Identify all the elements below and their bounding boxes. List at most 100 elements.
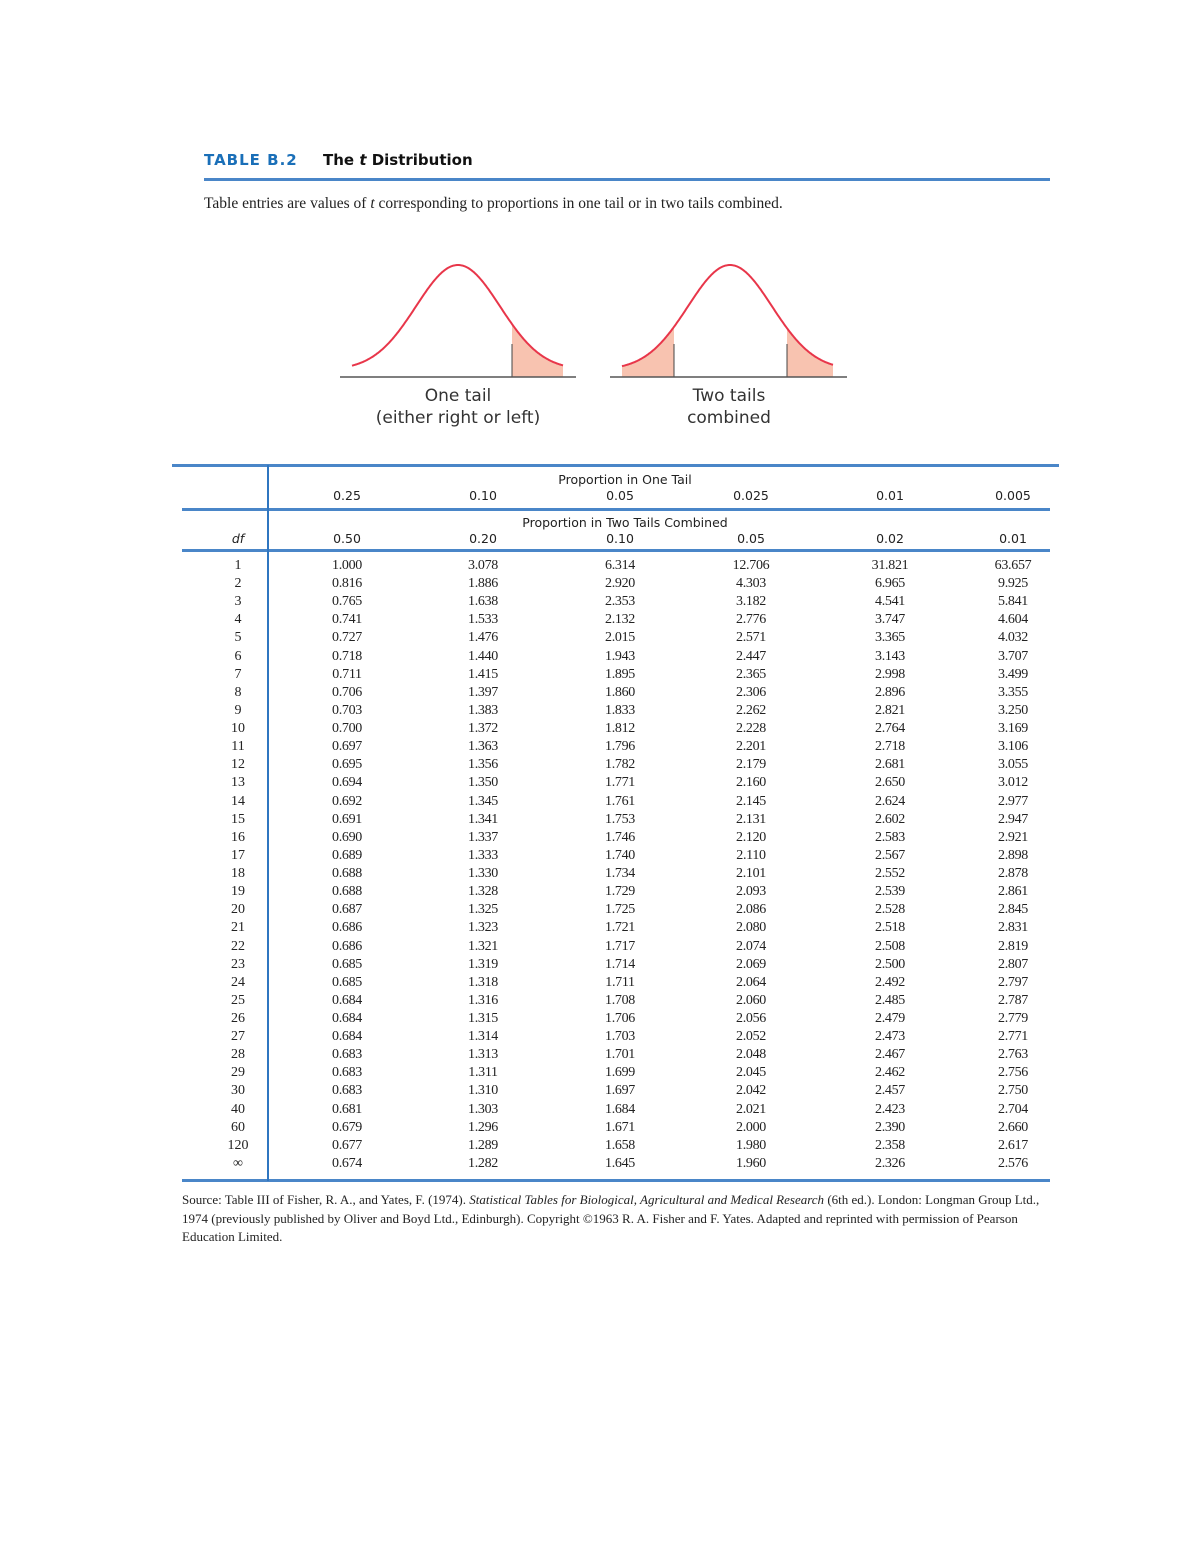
t-value-cell: 4.604 [997,612,1029,628]
two-tail-column-header: 0.02 [876,531,904,546]
t-value-cell: 1.711 [605,974,635,990]
t-value-cell: 1.323 [467,920,499,936]
source-suffix: (6th ed.). London: Longman Group Ltd., 1… [182,1192,1040,1244]
t-value-cell: 6.314 [604,558,636,573]
one-tail-column-header: 0.005 [995,488,1031,503]
t-value-cell: 1.714 [604,956,636,972]
df-cell: 28 [231,1047,245,1063]
t-value-cell: 1.397 [467,684,499,700]
df-cell: 8 [234,684,242,700]
t-value-cell: 2.485 [874,992,906,1008]
t-value-cell: 2.064 [735,974,767,990]
t-value-cell: 0.692 [331,793,363,809]
t-value-cell: 2.776 [735,612,767,628]
t-value-cell: 1.708 [604,992,636,1008]
t-value-cell: 1.725 [604,902,636,918]
t-value-cell: 1.321 [467,938,499,954]
t-value-cell: 1.316 [467,992,499,1008]
t-value-cell: 4.032 [997,630,1029,646]
t-value-cell: 1.796 [604,739,636,755]
intro-text: Table entries are values of t correspond… [204,195,783,213]
t-value-cell: 2.086 [735,902,767,918]
t-value-cell: 2.447 [735,648,767,664]
two-tail-column-header: 0.01 [999,531,1027,546]
t-value-cell: 2.467 [874,1047,906,1063]
t-value-cell: 2.093 [735,884,767,900]
t-value-cell: 2.365 [735,666,767,682]
t-value-cell: 1.638 [467,594,499,610]
t-value-cell: 1.761 [604,793,636,809]
df-cell: 17 [231,847,245,863]
table-label: TABLE B.2 [204,151,298,169]
t-value-cell: 2.763 [997,1047,1029,1063]
t-value-cell: 2.878 [997,866,1029,882]
t-value-cell: 1.701 [604,1047,636,1063]
t-value-cell: 0.681 [331,1101,363,1117]
t-value-cell: 1.303 [467,1101,499,1117]
title-italic: t [359,151,367,169]
t-value-cell: 2.508 [874,938,906,954]
t-value-cell: 9.925 [997,576,1029,592]
t-value-cell: 0.690 [331,829,363,845]
t-value-cell: 1.314 [467,1029,499,1045]
t-value-cell: 3.499 [997,666,1029,682]
t-value-cell: 1.440 [467,648,499,664]
t-value-cell: 1.310 [467,1083,499,1099]
one-tail-figure [340,264,576,378]
t-value-cell: 1.319 [467,956,499,972]
t-value-cell: 2.898 [997,847,1029,863]
t-value-cell: 2.179 [735,757,767,773]
t-value-cell: 1.328 [467,884,499,900]
intro-suffix: corresponding to proportions in one tail… [374,195,783,212]
t-value-cell: 1.699 [604,1065,636,1081]
t-value-cell: 2.583 [874,829,906,845]
t-value-cell: 0.688 [331,866,363,882]
df-column-divider [267,465,269,1181]
t-value-cell: 0.684 [331,1011,363,1026]
t-value-cell: 0.684 [331,1029,363,1045]
intro-italic: t [370,195,375,212]
two-tails-left-shaded-region [622,326,674,377]
t-value-cell: 2.110 [736,847,766,863]
t-value-cell: 1.350 [467,775,499,791]
t-value-cell: 2.998 [874,666,906,682]
two-tails-caption-line1: Two tails [692,386,766,406]
t-value-cell: 0.685 [331,974,363,990]
t-value-cell: 1.330 [467,866,499,882]
one-tail-column-header: 0.25 [333,488,361,503]
t-value-cell: 2.462 [874,1065,906,1081]
t-value-cell: 1.812 [604,721,636,737]
one-tail-column-header: 0.05 [606,488,634,503]
t-value-cell: 2.306 [735,684,767,700]
df-cell: 20 [231,902,245,918]
t-value-cell: 1.533 [467,612,499,628]
one-tail-caption-line1: One tail [424,386,492,406]
t-value-cell: 0.687 [331,902,363,918]
df-cell: 9 [234,702,242,718]
one-tail-header-title: Proportion in One Tail [558,472,692,487]
t-value-cell: 1.833 [604,702,636,718]
t-value-cell: 2.120 [735,829,767,845]
table-bottom-rule [182,1179,1050,1182]
t-value-cell: 0.683 [331,1047,363,1063]
t-value-cell: 12.706 [732,558,770,573]
t-value-cell: 1.771 [604,775,636,791]
t-value-cell: 2.457 [874,1083,906,1099]
t-value-cell: 2.921 [997,829,1029,845]
t-value-cell: 2.390 [874,1119,906,1135]
df-cell: ∞ [233,1155,243,1171]
t-value-cell: 2.262 [735,702,767,718]
t-value-cell: 1.753 [604,811,636,827]
t-value-cell: 2.787 [997,992,1029,1008]
t-value-cell: 2.861 [997,884,1029,900]
two-tails-right-shaded-region [787,328,833,377]
t-value-cell: 3.707 [997,648,1029,664]
t-value-cell: 1.313 [467,1047,499,1063]
t-value-cell: 5.841 [997,594,1029,610]
df-cell: 6 [234,648,242,664]
df-cell: 60 [231,1119,245,1135]
t-value-cell: 2.069 [735,956,767,972]
t-value-cell: 2.920 [604,576,636,592]
t-value-cell: 2.567 [874,847,906,863]
